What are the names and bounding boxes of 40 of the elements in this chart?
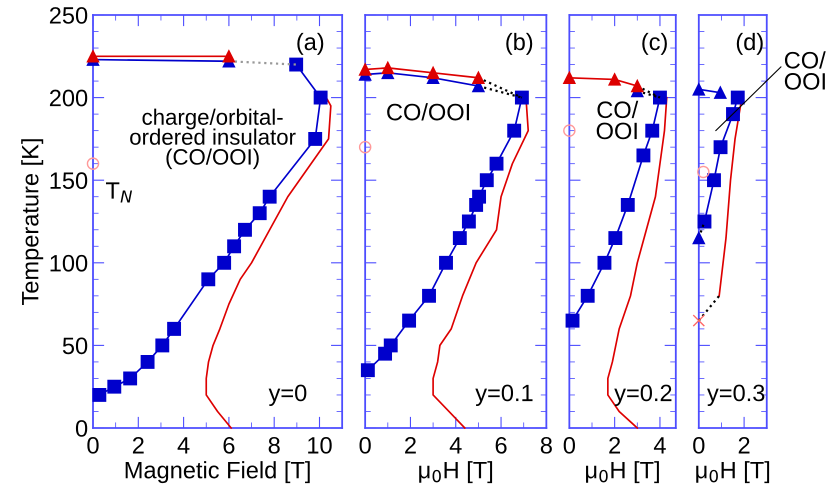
- annotation: y=0.1: [475, 384, 533, 406]
- y-tick-label: 50: [62, 337, 88, 354]
- x-tick-label: 2: [132, 436, 144, 454]
- annotation: (d): [736, 32, 763, 55]
- y-tick-label: 250: [50, 7, 88, 24]
- x-tick-label: 8: [540, 436, 552, 454]
- x-tick-label: 8: [268, 436, 280, 454]
- x-tick-label: 6: [496, 436, 507, 454]
- x-tick-label: 0: [564, 436, 575, 454]
- x-tick-label: 0: [87, 436, 99, 454]
- x-axis-title: μ$_{0}$H [T]: [419, 461, 492, 484]
- y-tick-label: 150: [50, 172, 88, 189]
- x-tick-label: 2: [609, 436, 620, 454]
- x-tick-label: 4: [654, 437, 666, 454]
- y-tick-label: 200: [50, 90, 88, 106]
- annotation: y=0.3: [707, 384, 764, 406]
- x-tick-label: 2: [405, 436, 416, 454]
- x-axis-title: μ$_{0}$H [T]: [586, 461, 659, 484]
- x-axis-title: μ$_{0}$H [T]: [696, 461, 770, 484]
- x-tick-label: 4: [178, 437, 190, 454]
- annotation: (c): [642, 32, 667, 55]
- annotation: y=0.2: [614, 384, 672, 406]
- x-tick-label: 6: [224, 436, 234, 454]
- y-axis-title: Temperature [K]: [21, 139, 44, 305]
- text: CO/ OOI: [784, 51, 826, 90]
- x-tick-label: 10: [308, 436, 332, 454]
- x-tick-label: 0: [360, 436, 371, 454]
- annotation: (a): [297, 32, 324, 55]
- annotation: charge/orbital- ordered insulator (CO/OOI): [130, 108, 296, 170]
- annotation: CO/OOI: [387, 103, 470, 120]
- x-tick-label: 2: [738, 436, 750, 454]
- x-tick-label: 0: [693, 436, 704, 454]
- x-axis-title: Magnetic Field [T]: [126, 461, 310, 484]
- y-tick-label: 0: [76, 420, 88, 437]
- x-tick-label: 4: [450, 437, 462, 454]
- annotation: y=0: [268, 384, 306, 406]
- annotation: (b): [506, 32, 532, 55]
- annotation: T$_{N}$: [106, 182, 132, 203]
- y-tick-label: 100: [50, 254, 88, 272]
- annotation: CO/ OOI: [596, 100, 638, 140]
